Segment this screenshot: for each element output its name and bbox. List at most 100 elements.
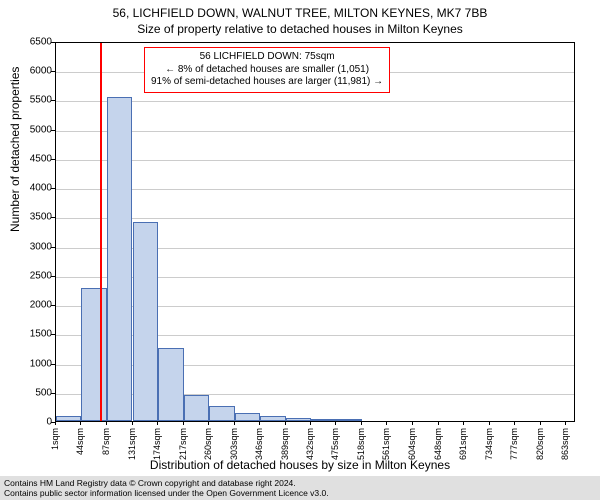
x-tick-label: 131sqm xyxy=(127,428,137,460)
x-tick-mark xyxy=(489,421,490,425)
attribution-footer: Contains HM Land Registry data © Crown c… xyxy=(0,476,600,500)
histogram-bar xyxy=(56,416,81,421)
y-tick-label: 0 xyxy=(12,417,52,428)
x-tick-label: 604sqm xyxy=(407,428,417,460)
attribution-line1: Contains HM Land Registry data © Crown c… xyxy=(4,478,596,488)
y-tick-mark xyxy=(51,188,55,189)
y-tick-label: 1000 xyxy=(12,358,52,369)
x-tick-label: 217sqm xyxy=(178,428,188,460)
y-tick-mark xyxy=(51,100,55,101)
x-tick-mark xyxy=(157,421,158,425)
x-tick-label: 691sqm xyxy=(458,428,468,460)
x-tick-mark xyxy=(55,421,56,425)
y-tick-mark xyxy=(51,159,55,160)
x-tick-mark xyxy=(335,421,336,425)
x-tick-mark xyxy=(463,421,464,425)
x-tick-mark xyxy=(80,421,81,425)
y-tick-label: 2500 xyxy=(12,270,52,281)
x-tick-mark xyxy=(234,421,235,425)
histogram-bar xyxy=(184,395,209,421)
x-tick-label: 561sqm xyxy=(381,428,391,460)
marker-callout: 56 LICHFIELD DOWN: 75sqm← 8% of detached… xyxy=(144,47,390,93)
gridline-h xyxy=(56,218,574,219)
x-axis-label: Distribution of detached houses by size … xyxy=(0,458,600,472)
y-tick-label: 4500 xyxy=(12,153,52,164)
y-tick-label: 5000 xyxy=(12,124,52,135)
x-tick-mark xyxy=(132,421,133,425)
x-tick-label: 475sqm xyxy=(330,428,340,460)
x-tick-mark xyxy=(259,421,260,425)
x-tick-mark xyxy=(386,421,387,425)
x-tick-label: 389sqm xyxy=(280,428,290,460)
x-tick-label: 346sqm xyxy=(254,428,264,460)
histogram-bar xyxy=(286,418,311,422)
y-tick-mark xyxy=(51,393,55,394)
gridline-h xyxy=(56,101,574,102)
x-tick-label: 87sqm xyxy=(101,428,111,455)
histogram-bar xyxy=(209,406,234,421)
plot-area: 56 LICHFIELD DOWN: 75sqm← 8% of detached… xyxy=(55,42,575,422)
chart-title-line2: Size of property relative to detached ho… xyxy=(0,22,600,36)
x-tick-label: 863sqm xyxy=(560,428,570,460)
y-tick-mark xyxy=(51,217,55,218)
x-tick-mark xyxy=(540,421,541,425)
callout-line: 56 LICHFIELD DOWN: 75sqm xyxy=(151,51,383,64)
x-tick-label: 648sqm xyxy=(433,428,443,460)
x-tick-mark xyxy=(183,421,184,425)
histogram-bar xyxy=(260,416,285,421)
x-tick-mark xyxy=(310,421,311,425)
y-tick-mark xyxy=(51,364,55,365)
histogram-bar xyxy=(133,222,158,421)
x-tick-mark xyxy=(565,421,566,425)
x-tick-label: 734sqm xyxy=(484,428,494,460)
y-tick-mark xyxy=(51,276,55,277)
gridline-h xyxy=(56,189,574,190)
attribution-line2: Contains public sector information licen… xyxy=(4,488,596,498)
y-tick-label: 500 xyxy=(12,387,52,398)
histogram-bar xyxy=(336,419,361,421)
y-tick-label: 4000 xyxy=(12,183,52,194)
y-tick-mark xyxy=(51,130,55,131)
histogram-bar xyxy=(235,413,260,421)
y-axis-label: Number of detached properties xyxy=(8,67,22,232)
y-tick-label: 3000 xyxy=(12,241,52,252)
y-tick-label: 5500 xyxy=(12,95,52,106)
x-tick-label: 174sqm xyxy=(152,428,162,460)
chart-container: 56, LICHFIELD DOWN, WALNUT TREE, MILTON … xyxy=(0,0,600,500)
x-tick-label: 303sqm xyxy=(229,428,239,460)
x-tick-label: 777sqm xyxy=(509,428,519,460)
y-tick-mark xyxy=(51,42,55,43)
y-tick-label: 6500 xyxy=(12,37,52,48)
x-tick-label: 432sqm xyxy=(305,428,315,460)
callout-line: 91% of semi-detached houses are larger (… xyxy=(151,76,383,89)
x-tick-label: 820sqm xyxy=(535,428,545,460)
y-tick-mark xyxy=(51,334,55,335)
y-tick-label: 2000 xyxy=(12,300,52,311)
y-tick-label: 6000 xyxy=(12,66,52,77)
y-tick-mark xyxy=(51,247,55,248)
x-tick-label: 1sqm xyxy=(50,428,60,450)
x-tick-mark xyxy=(412,421,413,425)
gridline-h xyxy=(56,160,574,161)
x-tick-mark xyxy=(106,421,107,425)
x-tick-mark xyxy=(285,421,286,425)
histogram-bar xyxy=(158,348,183,421)
y-tick-label: 1500 xyxy=(12,329,52,340)
histogram-bar xyxy=(107,97,132,421)
y-tick-mark xyxy=(51,71,55,72)
y-tick-label: 3500 xyxy=(12,212,52,223)
histogram-bar xyxy=(311,419,336,421)
callout-line: ← 8% of detached houses are smaller (1,0… xyxy=(151,64,383,77)
x-tick-mark xyxy=(514,421,515,425)
x-tick-mark xyxy=(208,421,209,425)
x-tick-label: 44sqm xyxy=(75,428,85,455)
x-tick-label: 260sqm xyxy=(203,428,213,460)
chart-title-line1: 56, LICHFIELD DOWN, WALNUT TREE, MILTON … xyxy=(0,6,600,20)
histogram-bar xyxy=(81,288,106,421)
gridline-h xyxy=(56,131,574,132)
x-tick-mark xyxy=(361,421,362,425)
x-tick-label: 518sqm xyxy=(356,428,366,460)
marker-line xyxy=(100,43,102,421)
y-tick-mark xyxy=(51,305,55,306)
x-tick-mark xyxy=(438,421,439,425)
